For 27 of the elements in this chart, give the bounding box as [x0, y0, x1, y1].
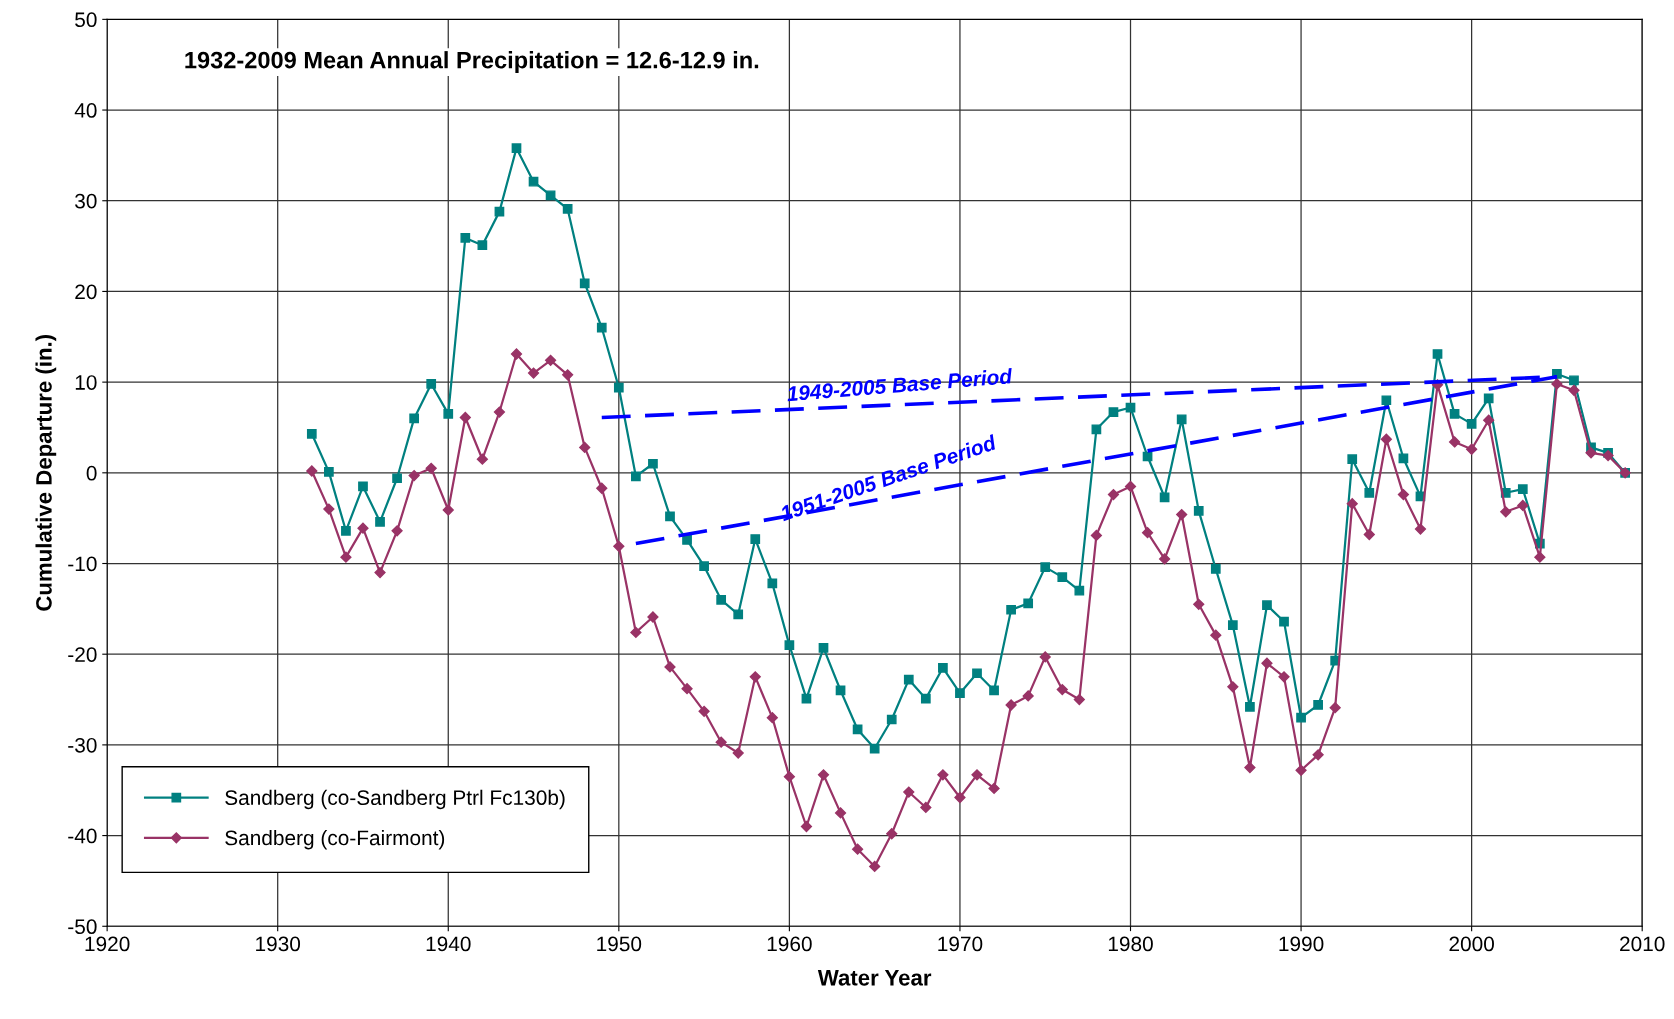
legend-label: Sandberg (co-Sandberg Ptrl Fc130b): [225, 789, 565, 810]
x-tick-label: 1990: [1279, 936, 1324, 952]
y-tick-label: -50: [68, 919, 97, 935]
y-tick-label: 50: [75, 12, 97, 28]
x-axis-title: Water Year: [817, 970, 932, 986]
x-tick-label: 1930: [256, 936, 301, 952]
y-tick-label: 10: [75, 375, 97, 390]
y-tick-label: 0: [86, 465, 97, 481]
legend-label: Sandberg (co-Fairmont): [225, 829, 445, 850]
x-tick-label: 1960: [767, 936, 812, 952]
annotation: 1932-2009 Mean Annual Precipitation = 12.6-12.9 in.: [185, 51, 759, 74]
y-tick-label: -40: [68, 828, 97, 844]
y-tick-label: 30: [75, 193, 97, 209]
y-tick-label: -30: [68, 737, 97, 753]
x-tick-label: 1970: [938, 936, 983, 952]
y-axis-title: Cumulative Departure (in.): [35, 335, 57, 611]
y-tick-label: 20: [75, 284, 97, 300]
x-tick-label: 2010: [1620, 936, 1665, 952]
annotation: 1949-2005 Base Period: [786, 368, 1013, 402]
x-tick-label: 1920: [85, 936, 130, 952]
x-tick-label: 2000: [1449, 936, 1494, 952]
x-tick-label: 1950: [597, 936, 642, 952]
y-tick-label: -20: [68, 647, 97, 662]
y-tick-label: -10: [68, 556, 97, 572]
x-tick-label: 1980: [1108, 936, 1153, 952]
x-tick-label: 1940: [426, 936, 471, 952]
y-tick-label: 40: [74, 103, 97, 118]
